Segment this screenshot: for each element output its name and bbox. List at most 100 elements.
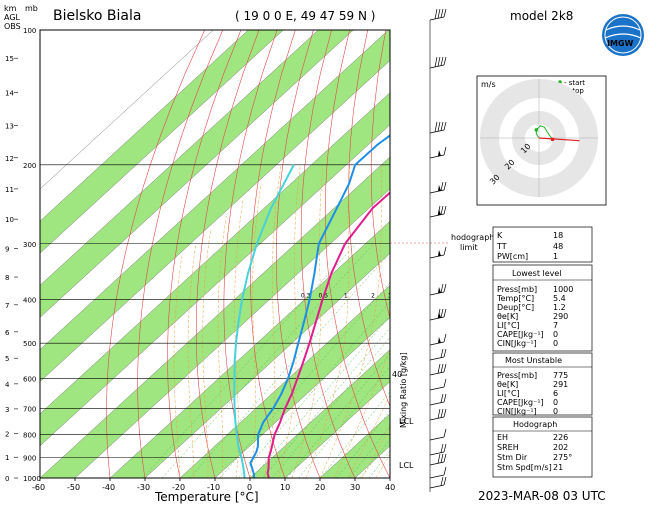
- stat-value: 290: [553, 312, 568, 321]
- green-band: [40, 30, 390, 382]
- dry-adiabat: [250, 30, 296, 478]
- obs-label: OBS: [4, 22, 21, 31]
- dry-adiabat: [223, 30, 278, 478]
- wind-barb: [429, 466, 447, 479]
- dry-adiabat: [640, 30, 659, 478]
- km-tick-label: 6: [5, 329, 10, 337]
- legend-start: - start: [564, 79, 585, 87]
- stat-label: Press[mb]: [497, 285, 537, 294]
- station-coords: ( 19 0 0 E, 49 47 59 N ): [235, 9, 375, 23]
- stat-label: SREH: [497, 443, 519, 452]
- isotherm: [40, 60, 390, 383]
- sounding-line: [249, 134, 390, 478]
- km-tick-label: 7: [5, 302, 9, 310]
- km-tick-label: 0: [5, 475, 9, 483]
- mixing-ratio-label: 15: [462, 293, 470, 300]
- stat-value: 0: [553, 407, 558, 416]
- isotherm: [40, 30, 389, 350]
- mixing-ratio-line: [251, 315, 390, 478]
- hodograph-trace: [535, 125, 553, 140]
- isotherm: [40, 30, 354, 318]
- forty-label: 40: [392, 370, 402, 379]
- stat-label: CAPE[Jkg⁻¹]: [497, 330, 544, 339]
- isotherm: [40, 30, 319, 286]
- km-tick-label: 9: [5, 246, 9, 254]
- km-label: km: [4, 4, 17, 13]
- mixing-ratio-line: [298, 366, 390, 478]
- km-tick-label: 15: [5, 55, 14, 63]
- isotherm: [179, 285, 390, 478]
- stat-value: 226: [553, 433, 568, 442]
- pw-value: 1: [553, 252, 558, 261]
- most-unstable-title: Most Unstable: [505, 356, 562, 365]
- mixing-ratio-axis-label: Mixing Ratio [g/kg]: [399, 352, 408, 428]
- mixing-ratio-line: [286, 353, 390, 478]
- dry-adiabat: [603, 30, 659, 478]
- stat-value: 1000: [553, 285, 573, 294]
- isotherm: [40, 156, 390, 478]
- wind-barb: [429, 428, 447, 441]
- isotherm: [249, 349, 390, 478]
- pressure-tick-label: 300: [23, 241, 36, 249]
- hodograph-rows: EH 226 SREH 202 Stm Dir 275°Stm Spd[m/s] 21: [497, 433, 572, 472]
- x-tick-label: 10: [280, 483, 290, 492]
- mixing-ratio-label: 2: [371, 293, 375, 300]
- agl-label: AGL: [4, 13, 21, 22]
- pressure-tick-label: 700: [23, 406, 36, 414]
- pressure-tick-label: 1000: [23, 475, 41, 483]
- hodograph-storm-vector: [538, 137, 580, 142]
- pressure-tick-label: 100: [23, 27, 36, 35]
- isotherm: [284, 381, 390, 478]
- axes: -60 -50 -40 -30 -20 -10 0 10 20 30 401000900800700…: [5, 27, 395, 492]
- stat-label: CAPE[Jkg⁻¹]: [497, 398, 544, 407]
- dry-adiabat: [348, 30, 390, 407]
- x-tick-label: -20: [172, 483, 185, 492]
- stat-label: Press[mb]: [497, 371, 537, 380]
- wind-barb: [429, 333, 447, 346]
- km-tick-label: 1: [5, 454, 9, 462]
- wind-barb: [429, 246, 447, 259]
- stat-value: 21: [553, 463, 563, 472]
- stat-label: CIN[Jkg⁻¹]: [497, 407, 537, 416]
- km-tick-label: 13: [5, 123, 14, 131]
- x-tick-label: 30: [350, 483, 360, 492]
- wind-barb: [429, 146, 447, 159]
- mixing-ratio-line: [189, 252, 390, 478]
- k-label: K: [497, 231, 503, 240]
- mixing-ratio-line: [271, 337, 390, 478]
- dry-adiabat: [167, 30, 242, 478]
- wind-barb: [429, 393, 447, 406]
- mixing-ratio-label: 3: [388, 293, 392, 300]
- most-unstable-rows: Press[mb] 775 θe[K] 291 LI[°C] 6 CAPE[Jkg⁻¹] 0 C…: [497, 371, 568, 416]
- isotherm: [109, 220, 390, 478]
- wind-barb: [429, 408, 447, 421]
- wind-barb: [429, 121, 447, 134]
- hodograph-start-point: [534, 128, 539, 132]
- mixing-ratio-line: [162, 243, 374, 478]
- mixing-ratio-line: [142, 243, 357, 478]
- moist-adiabat: [187, 243, 197, 478]
- profile-lines: [233, 134, 390, 478]
- stat-label: EH: [497, 433, 508, 442]
- stat-label: Stm Spd[m/s]: [497, 463, 552, 472]
- logo-text: IMGW: [607, 39, 634, 48]
- stat-value: 775: [553, 371, 568, 380]
- km-tick-label: 12: [5, 155, 14, 163]
- wind-barb: [429, 308, 447, 321]
- moist-adiabat: [202, 230, 211, 478]
- model-name: model 2k8: [510, 9, 573, 23]
- stats-panel: K 18 TT 48 PW[cm] 1 Lowest level Press[m…: [492, 226, 593, 478]
- pressure-tick-label: 500: [23, 340, 36, 348]
- pressure-tick-label: 400: [23, 297, 36, 305]
- x-tick-label: -10: [207, 483, 220, 492]
- x-tick-label: -50: [67, 483, 80, 492]
- lcl-label-upper: LCL: [399, 417, 414, 426]
- dry-adiabat: [137, 30, 224, 478]
- km-tick-label: 14: [5, 89, 14, 97]
- tt-value: 48: [553, 242, 563, 251]
- sounding-line: [233, 164, 295, 478]
- moist-adiabat: [234, 200, 244, 478]
- hodograph-stop-point: [550, 137, 555, 142]
- wind-barb: [429, 8, 447, 21]
